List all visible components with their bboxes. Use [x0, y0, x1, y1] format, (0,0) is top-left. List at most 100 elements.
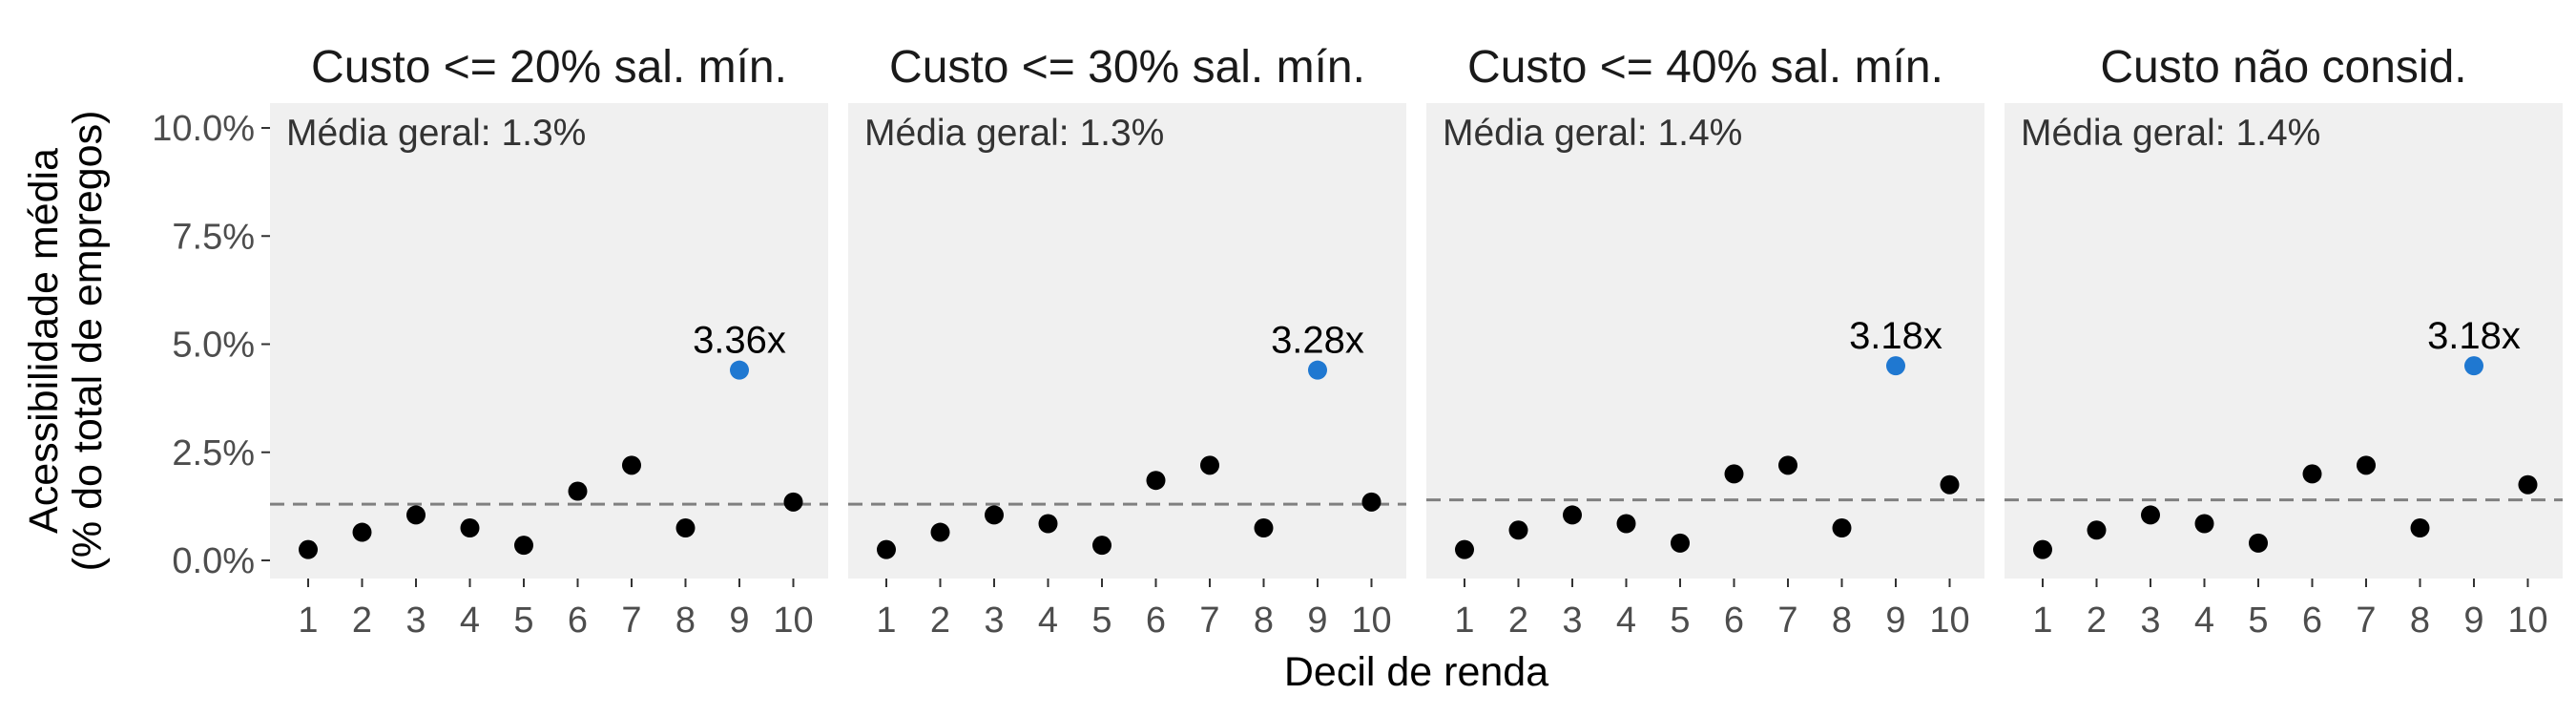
data-point	[783, 492, 803, 512]
x-tick-label: 7	[2356, 600, 2376, 641]
data-point	[568, 481, 588, 501]
x-tick-label: 4	[2194, 600, 2214, 641]
y-tick-label: 7.5%	[172, 217, 255, 257]
data-point	[2194, 514, 2214, 534]
x-tick-label: 5	[1091, 600, 1111, 641]
highlight-point	[2464, 356, 2483, 376]
data-point	[1563, 505, 1582, 525]
data-point	[299, 539, 318, 559]
x-tick-label: 7	[1199, 600, 1219, 641]
data-point	[2249, 533, 2268, 553]
x-tick-label: 6	[1146, 600, 1166, 641]
data-point	[1361, 492, 1381, 512]
x-tick-label: 2	[2087, 600, 2107, 641]
x-tick-label: 2	[352, 600, 372, 641]
y-tick-label: 10.0%	[152, 109, 255, 149]
x-tick-label: 5	[2248, 600, 2268, 641]
ratio-label: 3.28x	[1271, 320, 1364, 362]
panel-title: Custo <= 30% sal. mín.	[889, 42, 1365, 93]
x-tick-label: 1	[2032, 600, 2052, 641]
mean-label: Média geral: 1.3%	[286, 113, 586, 154]
x-tick-label: 8	[1254, 600, 1274, 641]
x-tick-label: 9	[1885, 600, 1905, 641]
y-axis-title-line: Acessibilidade média	[21, 148, 67, 534]
x-tick-label: 4	[460, 600, 480, 641]
x-tick-label: 8	[1832, 600, 1852, 641]
x-tick-label: 5	[513, 600, 533, 641]
x-tick-label: 7	[1777, 600, 1797, 641]
data-point	[406, 505, 426, 525]
x-tick-label: 10	[1929, 600, 1969, 641]
data-point	[2087, 520, 2107, 540]
mean-label: Média geral: 1.4%	[1443, 113, 1742, 154]
x-tick-label: 3	[984, 600, 1004, 641]
panel-title: Custo não consid.	[2100, 42, 2466, 93]
data-point	[2141, 505, 2160, 525]
data-point	[1724, 464, 1744, 484]
panel-2: Custo <= 30% sal. mín. Média geral: 1.3% 1…	[848, 42, 1406, 641]
data-point	[1038, 514, 1058, 534]
data-point	[2357, 455, 2376, 475]
x-tick-label: 9	[1307, 600, 1327, 641]
panel-title: Custo <= 20% sal. mín.	[311, 42, 787, 93]
y-axis-title: Acessibilidade média(% do total de empre…	[21, 111, 111, 572]
data-point	[1254, 518, 1274, 538]
highlight-point	[730, 360, 749, 380]
data-point	[1092, 536, 1111, 556]
data-point	[460, 518, 480, 538]
data-point	[877, 539, 896, 559]
x-tick-label: 4	[1616, 600, 1636, 641]
x-tick-label: 7	[621, 600, 641, 641]
ratio-label: 3.36x	[693, 320, 786, 362]
x-tick-label: 3	[405, 600, 426, 641]
x-tick-label: 1	[876, 600, 896, 641]
y-tick-label: 2.5%	[172, 433, 255, 474]
y-tick-label: 5.0%	[172, 326, 255, 366]
ratio-label: 3.18x	[2427, 315, 2521, 357]
x-tick-label: 4	[1038, 600, 1058, 641]
panel-1: Custo <= 20% sal. mín. Média geral: 1.3% 1…	[270, 42, 828, 641]
x-tick-label: 8	[2410, 600, 2430, 641]
data-point	[2410, 518, 2430, 538]
data-point	[1832, 518, 1852, 538]
mean-label: Média geral: 1.3%	[864, 113, 1164, 154]
data-point	[1940, 474, 1960, 495]
data-point	[675, 518, 696, 538]
highlight-point	[1886, 356, 1905, 376]
x-tick-label: 9	[2463, 600, 2483, 641]
x-tick-label: 6	[568, 600, 588, 641]
data-point	[1671, 533, 1690, 553]
x-tick-label: 10	[773, 600, 813, 641]
ratio-label: 3.18x	[1849, 315, 1942, 357]
x-tick-label: 6	[2302, 600, 2322, 641]
data-point	[1200, 455, 1219, 475]
data-point	[1455, 539, 1474, 559]
data-point	[622, 455, 641, 475]
data-point	[352, 522, 372, 542]
x-tick-label: 2	[930, 600, 950, 641]
x-tick-label: 5	[1670, 600, 1690, 641]
x-axis-title: Decil de renda	[1284, 649, 1548, 695]
data-point	[930, 522, 950, 542]
mean-label: Média geral: 1.4%	[2021, 113, 2320, 154]
x-tick-label: 3	[2140, 600, 2160, 641]
x-tick-label: 2	[1508, 600, 1528, 641]
chart-panels: Custo <= 20% sal. mín. Média geral: 1.3% 1…	[270, 42, 2563, 641]
data-point	[514, 536, 533, 556]
x-tick-label: 3	[1562, 600, 1582, 641]
x-tick-label: 6	[1724, 600, 1744, 641]
data-point	[1146, 471, 1166, 491]
highlight-point	[1308, 360, 1327, 380]
data-point	[1778, 455, 1797, 475]
x-tick-label: 1	[1454, 600, 1474, 641]
x-tick-label: 10	[2507, 600, 2547, 641]
y-axis-title-line: (% do total de empregos)	[65, 111, 111, 572]
panel-background	[270, 103, 828, 579]
x-tick-label: 1	[298, 600, 318, 641]
panel-background	[848, 103, 1406, 579]
y-tick-label: 0.0%	[172, 541, 255, 581]
panel-4: Custo não consid. Média geral: 1.4% 1 2 3 4 5 6…	[2005, 42, 2563, 641]
panel-3: Custo <= 40% sal. mín. Média geral: 1.4% 1…	[1426, 42, 1984, 641]
data-point	[2033, 539, 2052, 559]
